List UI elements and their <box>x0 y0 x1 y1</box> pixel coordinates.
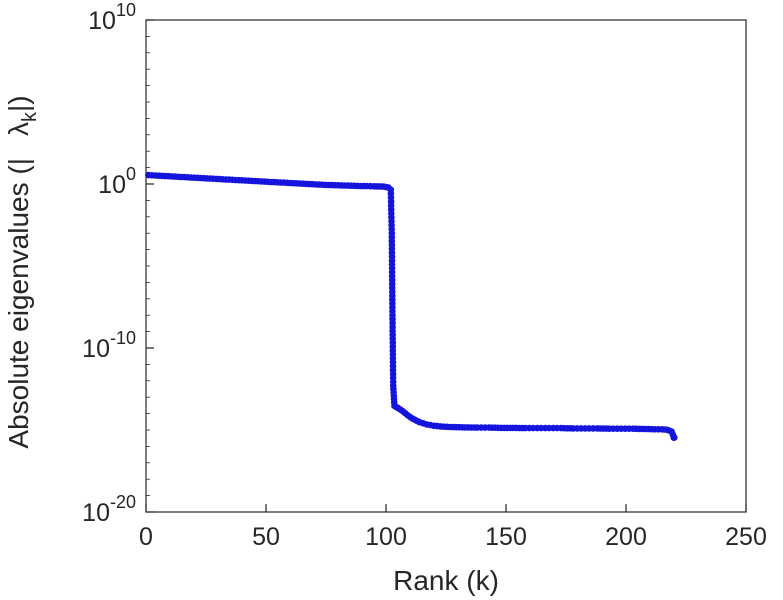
y-axis-label: Absolute eigenvalues (|λk|) <box>3 95 41 448</box>
y-axis-ticks: 1010 100 10-10 10-20 <box>82 0 154 527</box>
y-tick-label: 100 <box>98 164 136 199</box>
x-tick-label: 200 <box>605 523 647 551</box>
y-tick-label: 10-20 <box>82 492 136 527</box>
x-tick-label: 50 <box>252 523 280 551</box>
x-axis-label: Rank (k) <box>393 565 499 596</box>
series-markers <box>145 171 678 442</box>
y-tick-label: 10-10 <box>82 328 136 363</box>
x-tick-label: 150 <box>485 523 527 551</box>
x-tick-label: 0 <box>139 523 153 551</box>
x-tick-label: 250 <box>725 523 767 551</box>
plot-box <box>145 19 747 513</box>
x-tick-label: 100 <box>365 523 407 551</box>
data-point <box>670 433 678 442</box>
series-line <box>146 172 677 440</box>
x-axis-ticks: 0 50 100 150 200 250 <box>139 504 767 551</box>
y-axis-minor-ticks <box>146 36 150 497</box>
y-tick-label: 1010 <box>88 0 136 35</box>
